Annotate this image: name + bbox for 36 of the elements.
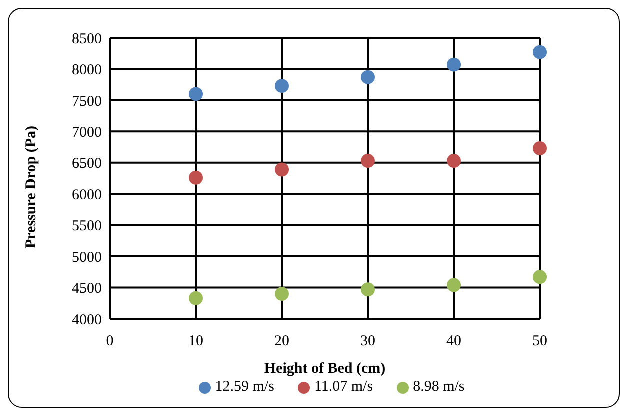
x-tick-label: 40 <box>446 334 462 350</box>
y-tick-label: 5000 <box>72 250 102 266</box>
point <box>533 270 547 284</box>
y-tick-label: 4500 <box>72 281 102 298</box>
x-tick-label: 30 <box>360 334 376 350</box>
y-tick-label: 6000 <box>72 187 102 204</box>
point <box>447 58 461 72</box>
point <box>533 45 547 60</box>
legend-label: 11.07 m/s <box>314 379 374 395</box>
point <box>189 170 203 185</box>
x-tick-label: 50 <box>532 334 548 350</box>
x-tick-label: 0 <box>106 334 114 350</box>
point <box>361 154 375 168</box>
point <box>361 70 375 84</box>
point <box>533 142 547 156</box>
y-tick-label: 4000 <box>72 312 102 328</box>
legend-label: 12.59 m/s <box>215 379 274 395</box>
x-tick-label: 20 <box>274 334 290 350</box>
y-tick-label: 5500 <box>72 218 102 235</box>
point <box>361 282 375 297</box>
point <box>275 79 289 94</box>
y-axis-title: Pressure Drop (Pa) <box>23 126 40 248</box>
x-tick-label: 10 <box>188 334 204 350</box>
y-tick-label: 6500 <box>72 156 102 172</box>
point <box>447 278 461 292</box>
x-axis-title: Height of Bed (cm) <box>264 361 386 377</box>
y-tick-label: 8500 <box>72 31 102 48</box>
y-tick-label: 8000 <box>72 62 102 79</box>
y-tick-label: 7500 <box>72 94 102 110</box>
point <box>447 154 461 168</box>
point <box>189 87 203 102</box>
y-tick-label: 7000 <box>72 124 102 141</box>
point <box>189 291 203 306</box>
point <box>275 162 289 177</box>
point <box>275 287 289 302</box>
legend-label: 8.98 m/s <box>413 379 465 395</box>
